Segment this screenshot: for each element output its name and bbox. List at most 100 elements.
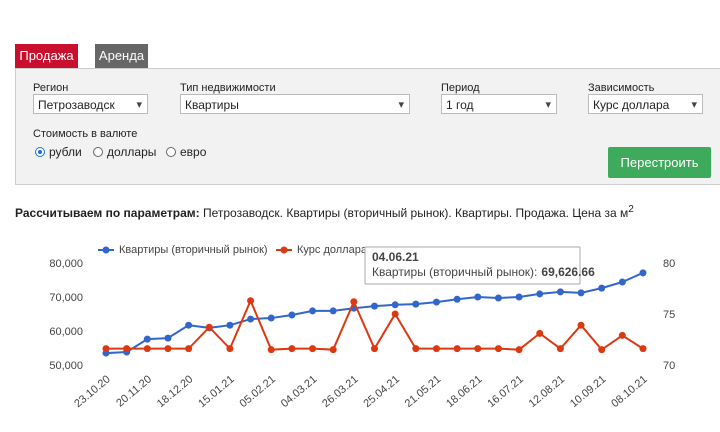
data-point xyxy=(391,310,399,318)
data-point xyxy=(536,329,544,337)
filter-label: Регион xyxy=(33,82,69,94)
data-point xyxy=(309,345,317,353)
tab-rent[interactable]: Аренда xyxy=(95,44,148,68)
data-point xyxy=(185,321,193,329)
series-line xyxy=(105,271,644,355)
data-point xyxy=(494,294,502,302)
y-tick-label: 50,000 xyxy=(49,360,83,372)
x-tick-label: 10.09.21 xyxy=(568,373,609,410)
tooltip-box xyxy=(364,246,581,285)
caption: Рассчитываем по параметрам: Петрозаводск… xyxy=(15,204,634,220)
data-point xyxy=(412,300,420,308)
y-tick-label: 70,000 xyxy=(49,292,83,304)
legend-label: Квартиры (вторичный рынок) xyxy=(119,244,268,256)
data-point xyxy=(143,335,151,343)
data-point xyxy=(577,289,585,297)
data-point xyxy=(309,307,317,315)
data-point xyxy=(391,301,399,309)
x-tick-label: 18.12.20 xyxy=(155,373,196,410)
caption-sup: 2 xyxy=(628,204,634,215)
data-point xyxy=(143,345,151,353)
radio-dot[interactable] xyxy=(35,147,45,157)
caption-bold: Рассчитываем по параметрам: xyxy=(15,206,200,220)
currency-label: Стоимость в валюте xyxy=(33,128,138,140)
data-point xyxy=(556,288,564,296)
tooltip-title: 04.06.21 xyxy=(372,250,419,264)
rebuild-button[interactable]: Перестроить xyxy=(608,147,711,178)
select[interactable]: Петрозаводск xyxy=(33,94,148,115)
data-point xyxy=(226,345,234,353)
data-point xyxy=(432,345,440,353)
radio-label: доллары xyxy=(107,145,157,159)
tooltip-series: Квартиры (вторичный рынок): xyxy=(372,265,537,279)
x-tick-label: 25.04.21 xyxy=(361,373,402,410)
legend-dot xyxy=(102,246,110,254)
x-tick-label: 15.01.21 xyxy=(196,373,237,410)
x-tick-label: 23.10.20 xyxy=(72,373,113,410)
y2-tick-label: 70 xyxy=(663,360,675,372)
select[interactable]: 1 год xyxy=(441,94,557,115)
select[interactable]: Курс доллара xyxy=(588,94,703,115)
radio-dot[interactable] xyxy=(166,147,176,157)
tab-sale[interactable]: Продажа xyxy=(15,44,78,68)
data-point xyxy=(432,298,440,306)
data-point xyxy=(371,302,378,310)
radio-dot[interactable] xyxy=(93,147,103,157)
y2-tick-label: 80 xyxy=(663,258,675,270)
x-tick-label: 26.03.21 xyxy=(320,373,361,410)
radio[interactable]: рубли xyxy=(35,145,82,159)
data-point xyxy=(515,346,523,354)
data-point xyxy=(639,269,647,277)
data-point xyxy=(350,298,358,306)
data-point xyxy=(639,345,647,353)
data-point xyxy=(288,345,296,353)
radio[interactable]: евро xyxy=(166,145,206,159)
legend-dot xyxy=(280,246,288,254)
x-tick-label: 18.06.21 xyxy=(444,373,485,410)
filter-label: Тип недвижимости xyxy=(180,82,276,94)
y-tick-label: 60,000 xyxy=(49,326,83,338)
select[interactable]: Квартиры xyxy=(180,94,410,115)
data-point xyxy=(453,295,461,303)
data-point xyxy=(536,290,544,298)
data-point xyxy=(453,345,461,353)
data-point xyxy=(329,307,337,315)
data-point xyxy=(267,314,275,322)
y2-tick-label: 75 xyxy=(663,309,675,321)
data-point xyxy=(226,321,234,329)
data-point xyxy=(123,345,131,353)
data-point xyxy=(205,323,213,331)
radio-label: рубли xyxy=(49,145,82,159)
x-tick-label: 21.05.21 xyxy=(403,373,444,410)
data-point xyxy=(288,311,296,319)
data-point xyxy=(598,346,606,354)
data-point xyxy=(577,321,585,329)
radio-label: евро xyxy=(180,145,207,159)
x-tick-label: 12.08.21 xyxy=(527,373,568,410)
data-point xyxy=(494,345,502,353)
filter-label: Зависимость xyxy=(588,82,655,94)
data-point xyxy=(267,346,275,354)
data-point xyxy=(515,293,523,301)
legend-label: Курс доллара xyxy=(297,244,368,256)
data-point xyxy=(618,278,626,286)
data-point xyxy=(247,297,255,305)
filter-panel xyxy=(15,68,720,185)
data-point xyxy=(556,345,564,353)
data-point xyxy=(412,345,420,353)
x-tick-label: 05.02.21 xyxy=(238,373,279,410)
data-point xyxy=(598,284,606,292)
data-point xyxy=(474,345,482,353)
data-point xyxy=(329,346,337,354)
tooltip-value: 69,626.66 xyxy=(541,265,595,279)
x-tick-label: 20.11.20 xyxy=(114,373,154,409)
data-point xyxy=(164,345,172,353)
x-tick-label: 16.07.21 xyxy=(485,373,526,410)
filter-label: Период xyxy=(441,82,480,94)
y-tick-label: 80,000 xyxy=(49,258,83,270)
data-point xyxy=(618,331,626,339)
x-tick-label: 04.03.21 xyxy=(279,373,320,410)
radio[interactable]: доллары xyxy=(93,145,156,159)
